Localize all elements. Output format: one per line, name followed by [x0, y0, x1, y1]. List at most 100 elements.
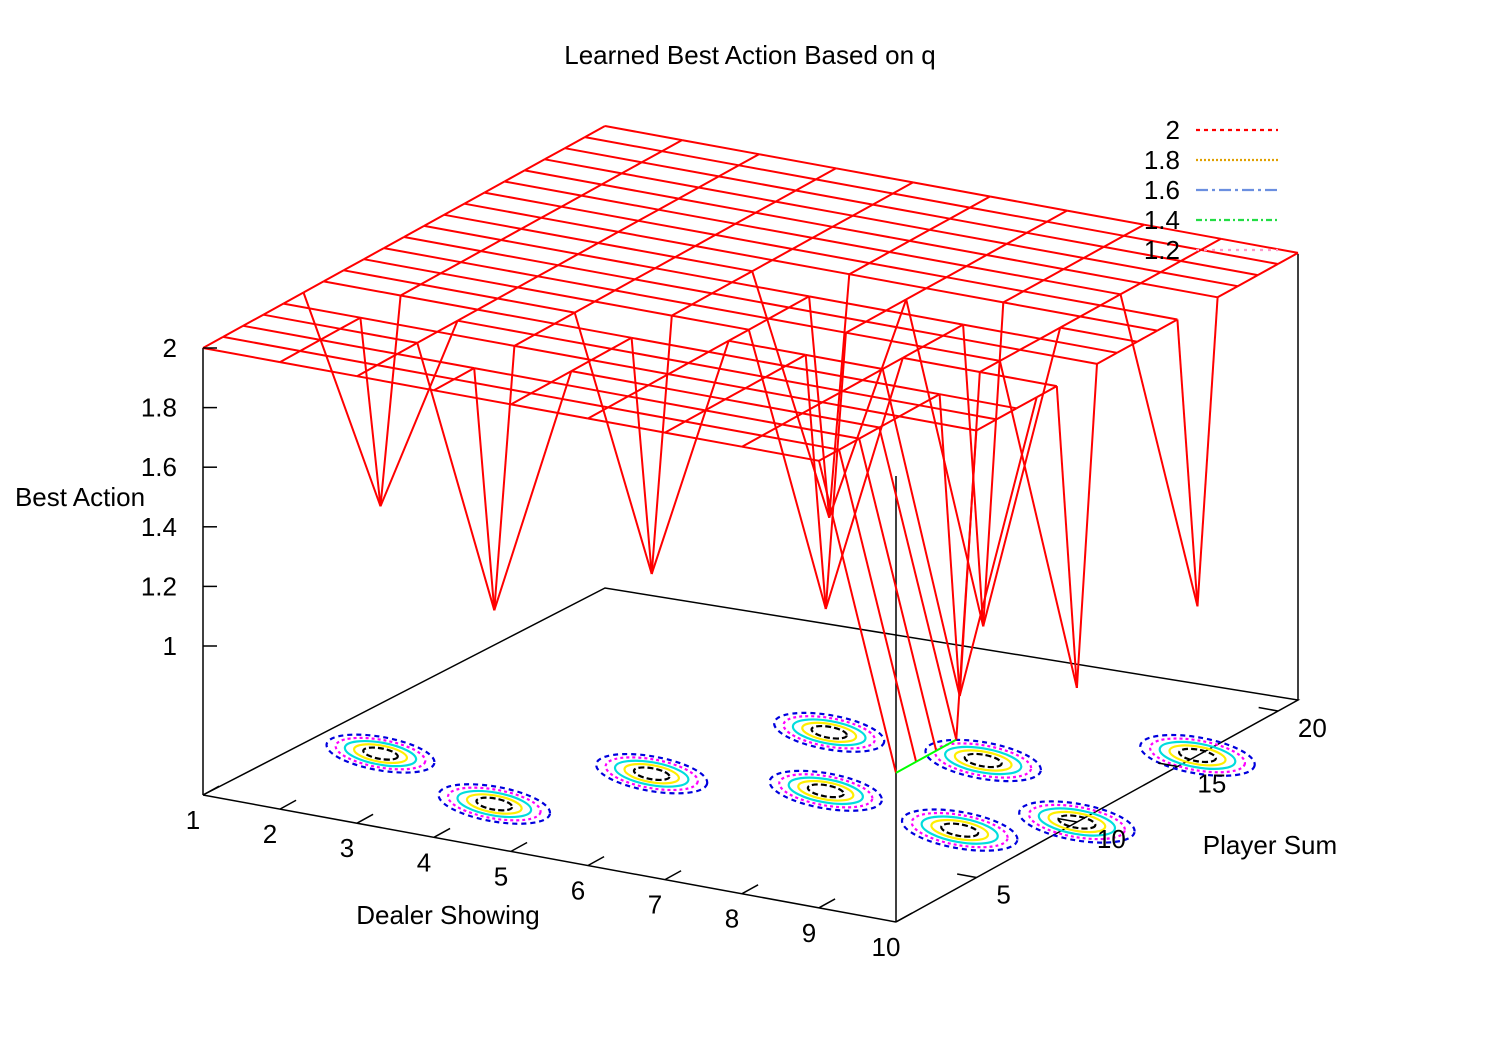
surface-line-dealer — [1046, 220, 1125, 237]
surface-line-player — [975, 418, 997, 432]
surface-line-player — [493, 345, 516, 611]
surface-line-player — [724, 387, 746, 401]
surface-line-player — [804, 354, 827, 610]
contour-ring — [362, 746, 399, 761]
surface-line-player — [650, 315, 673, 575]
z-axis-label: Best Action — [15, 482, 145, 512]
surface-line-player — [898, 404, 920, 418]
surface-line-player — [845, 320, 867, 334]
contour-ring — [446, 786, 542, 822]
surface-line-dealer — [460, 261, 539, 278]
contour-ring — [325, 733, 436, 774]
surface-line-player — [684, 409, 706, 423]
legend-label: 1.8 — [1144, 145, 1180, 175]
surface-line-player — [607, 395, 629, 409]
surface-line-dealer — [738, 164, 817, 181]
surface-line-player — [222, 324, 244, 338]
surface-line-player — [999, 348, 1021, 362]
surface-line-dealer — [554, 322, 632, 339]
surface-line-dealer — [958, 396, 1038, 697]
surface-line-player — [400, 283, 422, 297]
surface-line-player — [848, 262, 870, 276]
surface-line-player — [299, 339, 321, 352]
surface-line-dealer — [755, 211, 833, 228]
y-tick — [1258, 706, 1279, 712]
surface-line-dealer — [279, 361, 358, 378]
surface-line-dealer — [356, 375, 435, 392]
surface-line-player — [594, 289, 616, 303]
surface-line-dealer — [966, 265, 1044, 282]
surface-line-dealer — [1080, 315, 1158, 332]
surface-line-dealer — [1160, 271, 1238, 288]
surface-line-player — [892, 181, 914, 195]
surface-line-player — [1099, 293, 1121, 307]
contour-ring — [1139, 733, 1256, 777]
surface-line-player — [966, 254, 988, 267]
surface-line-player — [262, 302, 284, 316]
chart-title: Learned Best Action Based on q — [564, 40, 936, 70]
surface-line-player — [1123, 223, 1145, 237]
surface-line-player — [821, 390, 843, 404]
x-tick — [433, 827, 451, 838]
surface-line-dealer — [681, 139, 760, 156]
surface-line-player — [1016, 396, 1038, 410]
contour-ring — [1168, 744, 1227, 767]
surface-line-player — [356, 364, 378, 378]
surface-line-player — [902, 345, 924, 359]
contour-projection — [325, 711, 1256, 852]
surface-line-player — [882, 357, 904, 370]
surface-line-player — [1039, 326, 1061, 340]
surface-line-dealer — [949, 217, 1027, 234]
y-tick-label: 5 — [996, 880, 1010, 910]
surface-line-player — [755, 200, 777, 214]
surface-line-dealer — [557, 264, 636, 281]
contour-ring — [334, 736, 427, 771]
surface-line-player — [828, 274, 851, 518]
surface-line-player — [1136, 329, 1158, 343]
surface-line-player — [708, 339, 730, 353]
surface-line-player — [935, 738, 957, 752]
contour-ring — [773, 711, 886, 753]
surface-line-dealer — [889, 251, 967, 268]
surface-line-player — [982, 302, 1005, 627]
contour-ring — [343, 739, 418, 768]
surface-line-dealer — [775, 200, 853, 217]
x-tick — [356, 813, 374, 824]
surface-line-dealer — [423, 224, 502, 241]
surface-line-dealer — [765, 376, 843, 393]
surface-line-dealer — [222, 335, 301, 352]
surface-line-dealer — [360, 316, 438, 333]
surface-line-dealer — [530, 392, 609, 409]
surface-line-player — [457, 308, 479, 322]
surface-line-dealer — [571, 370, 649, 387]
surface-line-dealer — [497, 297, 575, 314]
surface-line-player — [1257, 263, 1279, 276]
surface-line-player — [601, 172, 623, 186]
surface-line-player — [678, 186, 700, 200]
surface-line-player — [775, 189, 797, 203]
surface-line-player — [540, 205, 562, 219]
surface-line-player — [658, 197, 680, 211]
x-tick — [818, 898, 836, 909]
surface-line-player — [852, 203, 874, 217]
surface-line-dealer — [1043, 279, 1121, 296]
surface-line-dealer — [922, 345, 1001, 362]
x-tick-label: 8 — [725, 904, 739, 934]
surface-line-dealer — [858, 438, 938, 751]
surface-line-dealer — [1220, 237, 1299, 254]
base-back-edges — [202, 587, 1301, 923]
surface-line-player — [534, 322, 556, 336]
surface-line-dealer — [561, 205, 639, 222]
y-tick — [1158, 762, 1178, 768]
surface-line-dealer — [638, 219, 716, 236]
surface-line-player — [795, 178, 817, 192]
surface-line-dealer — [835, 167, 914, 184]
surface-line-dealer — [725, 398, 803, 415]
surface-line-player — [955, 430, 978, 740]
surface-line-dealer — [1060, 326, 1138, 343]
contour-ring — [953, 749, 1013, 772]
contour-ring — [437, 783, 552, 825]
surface-line-dealer — [648, 384, 726, 401]
surface-line-dealer — [340, 327, 418, 344]
surface-line-dealer — [668, 373, 746, 390]
